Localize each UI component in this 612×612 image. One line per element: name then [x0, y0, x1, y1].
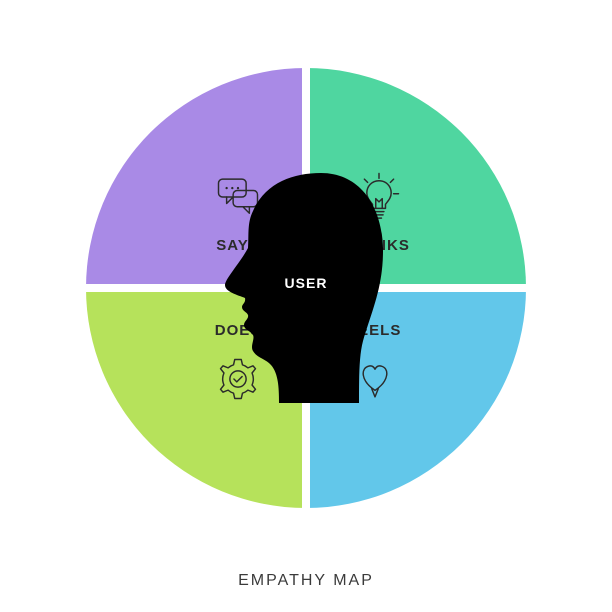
center-label-user: USER [285, 275, 328, 291]
diagram-title: EMPATHY MAP [0, 572, 612, 590]
empathy-map-circle: SAYS THINKS [86, 68, 526, 508]
